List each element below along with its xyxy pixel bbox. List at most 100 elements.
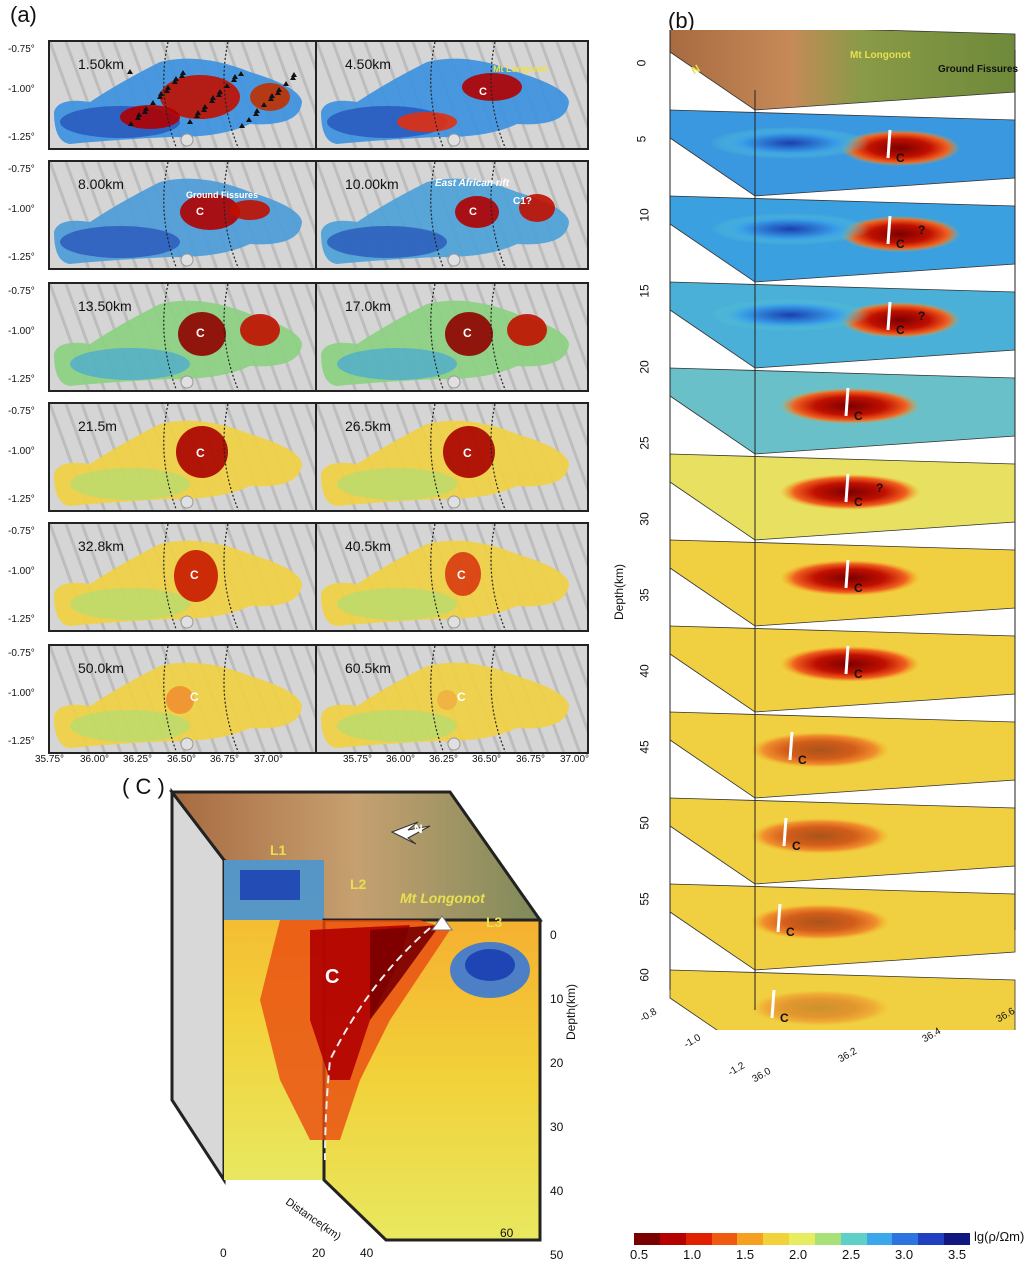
- panel-a-ytick: -1.00°: [8, 204, 35, 215]
- panel-c-depth-axis-label: Depth(km): [564, 983, 578, 1040]
- colorbar-swatch: [737, 1233, 764, 1245]
- depth-label: 50.0km: [78, 660, 124, 676]
- panel-b-lat-tick: -1.0: [682, 1032, 703, 1051]
- colorbar-swatch: [763, 1233, 790, 1245]
- upwelling-arrow: [776, 903, 782, 933]
- depth-label: 10.00km: [345, 176, 399, 192]
- volcano-marker: [447, 615, 461, 629]
- conductor-anomaly: [445, 312, 493, 356]
- panel-a-xtick: 36.25°: [123, 754, 153, 765]
- colorbar-swatch: [711, 1233, 738, 1245]
- upwelling-arrow: [844, 473, 850, 503]
- colorbar: [634, 1233, 970, 1245]
- depth-label: 8.00km: [78, 176, 124, 192]
- station-marker: [216, 92, 222, 97]
- c-label: C: [196, 206, 204, 218]
- panel-a-ytick: -1.00°: [8, 326, 35, 337]
- station-marker: [209, 98, 215, 103]
- colorbar-swatch: [918, 1233, 945, 1245]
- c-label: C: [854, 581, 863, 595]
- c-label: C: [896, 237, 905, 251]
- map-slice: 60.5km C: [315, 644, 589, 754]
- panel-c-letter: ( C ): [122, 774, 165, 799]
- station-marker: [217, 89, 223, 94]
- c-label: C: [463, 326, 472, 340]
- station-marker: [269, 93, 275, 98]
- conductor-anomaly: [178, 312, 226, 356]
- conductor-anomaly: [437, 690, 457, 710]
- panel-a-xtick: 36.75°: [210, 754, 240, 765]
- station-marker: [142, 109, 148, 114]
- station-marker: [173, 76, 179, 81]
- station-marker: [195, 110, 201, 115]
- conductor-anomaly: [166, 686, 194, 714]
- panel-a-ytick: -0.75°: [8, 406, 35, 417]
- colorbar-swatch: [944, 1233, 970, 1245]
- panel-c-distance-tick: 60: [500, 1226, 514, 1240]
- conductor-anomaly: [445, 552, 481, 596]
- depth-label: 1.50km: [78, 56, 124, 72]
- c-label: C: [854, 495, 863, 509]
- panel-b-letter: (b): [668, 8, 695, 33]
- c-label: C: [190, 690, 199, 704]
- conductor-anomaly: [397, 112, 457, 132]
- panel-c-north-arrow: [390, 821, 431, 845]
- panel-a-xtick: 37.00°: [254, 754, 284, 765]
- colorbar-tick: 3.5: [948, 1247, 967, 1262]
- panel-b-mt-longonot-label: Mt Longonot: [850, 50, 911, 61]
- station-marker: [128, 121, 134, 126]
- panel-b-depth-tick: 25: [637, 436, 652, 450]
- depth-label: 40.5km: [345, 538, 391, 554]
- panel-c-l2-label: L2: [350, 876, 367, 892]
- station-marker: [246, 117, 252, 122]
- station-marker: [276, 87, 282, 92]
- panel-a-ytick: -0.75°: [8, 526, 35, 537]
- volcano-marker: [180, 495, 194, 509]
- volcano-marker: [180, 133, 194, 147]
- conductor-anomaly: [750, 732, 890, 768]
- panel-b-depth-tick: 35: [637, 588, 652, 602]
- station-marker: [158, 91, 164, 96]
- panel-c-dashed-path: [324, 927, 431, 1161]
- c-label: C: [896, 151, 905, 165]
- panel-b-depth-tick: 10: [637, 208, 652, 222]
- volcano-marker: [447, 133, 461, 147]
- panel-b-depth-tick: 50: [637, 816, 652, 830]
- upwelling-arrow: [886, 301, 892, 331]
- conductor-anomaly: [780, 474, 920, 510]
- panel-a-ytick: -0.75°: [8, 164, 35, 175]
- depth-label: 21.5m: [78, 418, 117, 434]
- panel-c-mt-longonot-label: Mt Longonot: [400, 890, 485, 906]
- station-marker: [224, 83, 230, 88]
- panel-c-l3-label: L3: [486, 914, 503, 930]
- panel-b-depth-tick: 5: [634, 135, 649, 143]
- station-marker: [150, 100, 156, 105]
- upwelling-arrow: [788, 731, 794, 761]
- mt-longonot-label: Mt Longonot: [493, 64, 548, 74]
- station-marker: [268, 96, 274, 101]
- c-label: C: [780, 1011, 789, 1025]
- panel-a-letter: (a): [10, 2, 37, 27]
- upwelling-arrow: [844, 559, 850, 589]
- panel-b-depth-tick: 0: [634, 59, 649, 67]
- upwelling-arrow: [844, 387, 850, 417]
- map-slice: 50.0km C: [48, 644, 322, 754]
- panel-c-depth-tick: 0: [550, 928, 557, 942]
- upwelling-arrow: [770, 989, 776, 1019]
- conductor-anomaly: [750, 990, 890, 1026]
- panel-a-ytick: -0.75°: [8, 44, 35, 55]
- panel-a-ytick: -0.75°: [8, 286, 35, 297]
- conductor-anomaly: [160, 75, 240, 119]
- panel-b-depth-tick: 60: [637, 968, 652, 982]
- station-marker: [238, 71, 244, 76]
- panel-a-xtick: 36.50°: [167, 754, 197, 765]
- panel-a-ytick: -1.00°: [8, 446, 35, 457]
- panel-b-depth-tick: 15: [637, 284, 652, 298]
- panel-a-xtick: 36.50°: [472, 754, 502, 765]
- colorbar-swatch: [814, 1233, 841, 1245]
- station-marker: [187, 119, 193, 124]
- panel-a-xtick: 36.00°: [80, 754, 110, 765]
- colorbar-swatch: [659, 1233, 686, 1245]
- panel-c-volcano-marker: [431, 915, 453, 931]
- panel-a-ytick: -1.25°: [8, 252, 35, 263]
